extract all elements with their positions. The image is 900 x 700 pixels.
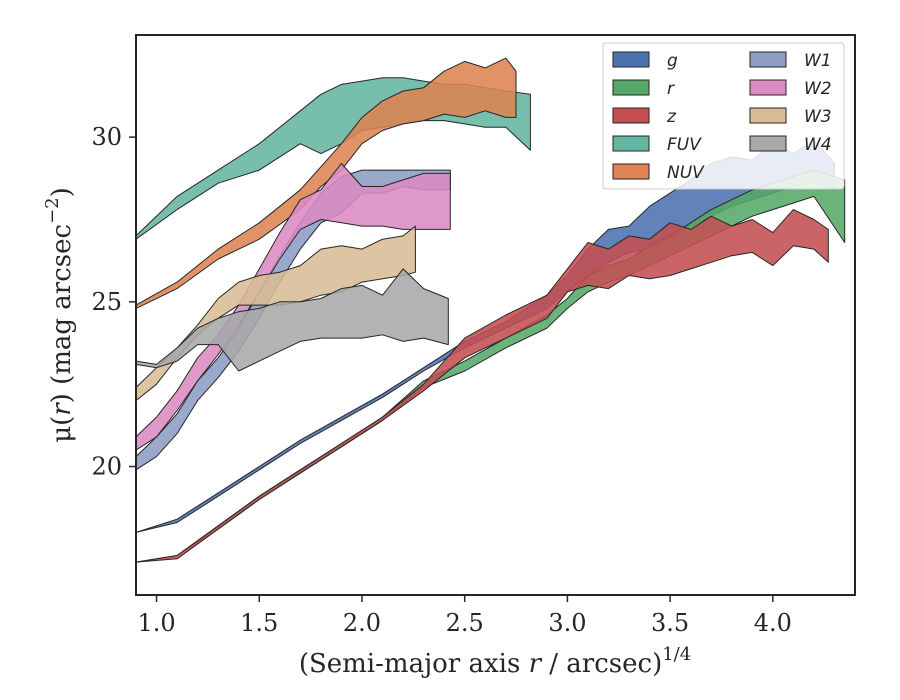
x-tick-label: 1.0	[137, 609, 175, 637]
y-tick-label: 20	[91, 453, 122, 481]
legend-swatch-w1	[749, 51, 787, 68]
x-tick-label: 3.0	[548, 609, 586, 637]
area-z	[135, 209, 829, 563]
legend-swatch-z	[612, 107, 650, 124]
y-tick-label: 30	[91, 123, 122, 151]
legend-swatch-g	[612, 51, 650, 68]
legend-label-w4: W4	[804, 135, 832, 155]
x-tick-label: 2.0	[343, 609, 381, 637]
plot-areas	[135, 57, 846, 563]
legend-label-w3: W3	[804, 107, 832, 127]
x-tick-label: 3.5	[651, 609, 689, 637]
legend-swatch-w3	[749, 107, 787, 124]
legend-label-w1: W1	[804, 51, 832, 71]
legend-label-nuv: NUV	[667, 163, 705, 183]
x-axis: 1.0 1.5 2.0 2.5 3.0 3.5 4.0	[137, 595, 792, 637]
x-tick-label: 4.0	[754, 609, 792, 637]
area-w3	[135, 225, 416, 402]
plot-frame	[135, 34, 856, 596]
legend-swatch-w2	[749, 79, 787, 96]
area-w4	[135, 268, 449, 372]
legend: grz FUV NUV W1 W2 W3 W4	[602, 42, 845, 190]
legend-label-g: g	[667, 51, 678, 71]
legend-label-z: z	[666, 107, 677, 127]
legend-swatch-r	[612, 79, 650, 96]
x-axis-title: (Semi-major axis r / arcsec)1/4	[299, 644, 691, 679]
x-tick-label: 2.5	[446, 609, 484, 637]
y-tick-label: 25	[91, 288, 122, 316]
legend-label-w2: W2	[804, 79, 832, 99]
legend-swatch-fuv	[612, 135, 650, 152]
y-axis-title: μ(r) (mag arcsec−2)	[42, 187, 77, 443]
legend-swatch-nuv	[612, 163, 650, 180]
legend-swatch-w4	[749, 135, 787, 152]
legend-label-r: r	[667, 79, 675, 99]
x-tick-label: 1.5	[240, 609, 278, 637]
legend-label-fuv: FUV	[667, 135, 702, 155]
y-axis: 20 25 30	[91, 123, 136, 481]
